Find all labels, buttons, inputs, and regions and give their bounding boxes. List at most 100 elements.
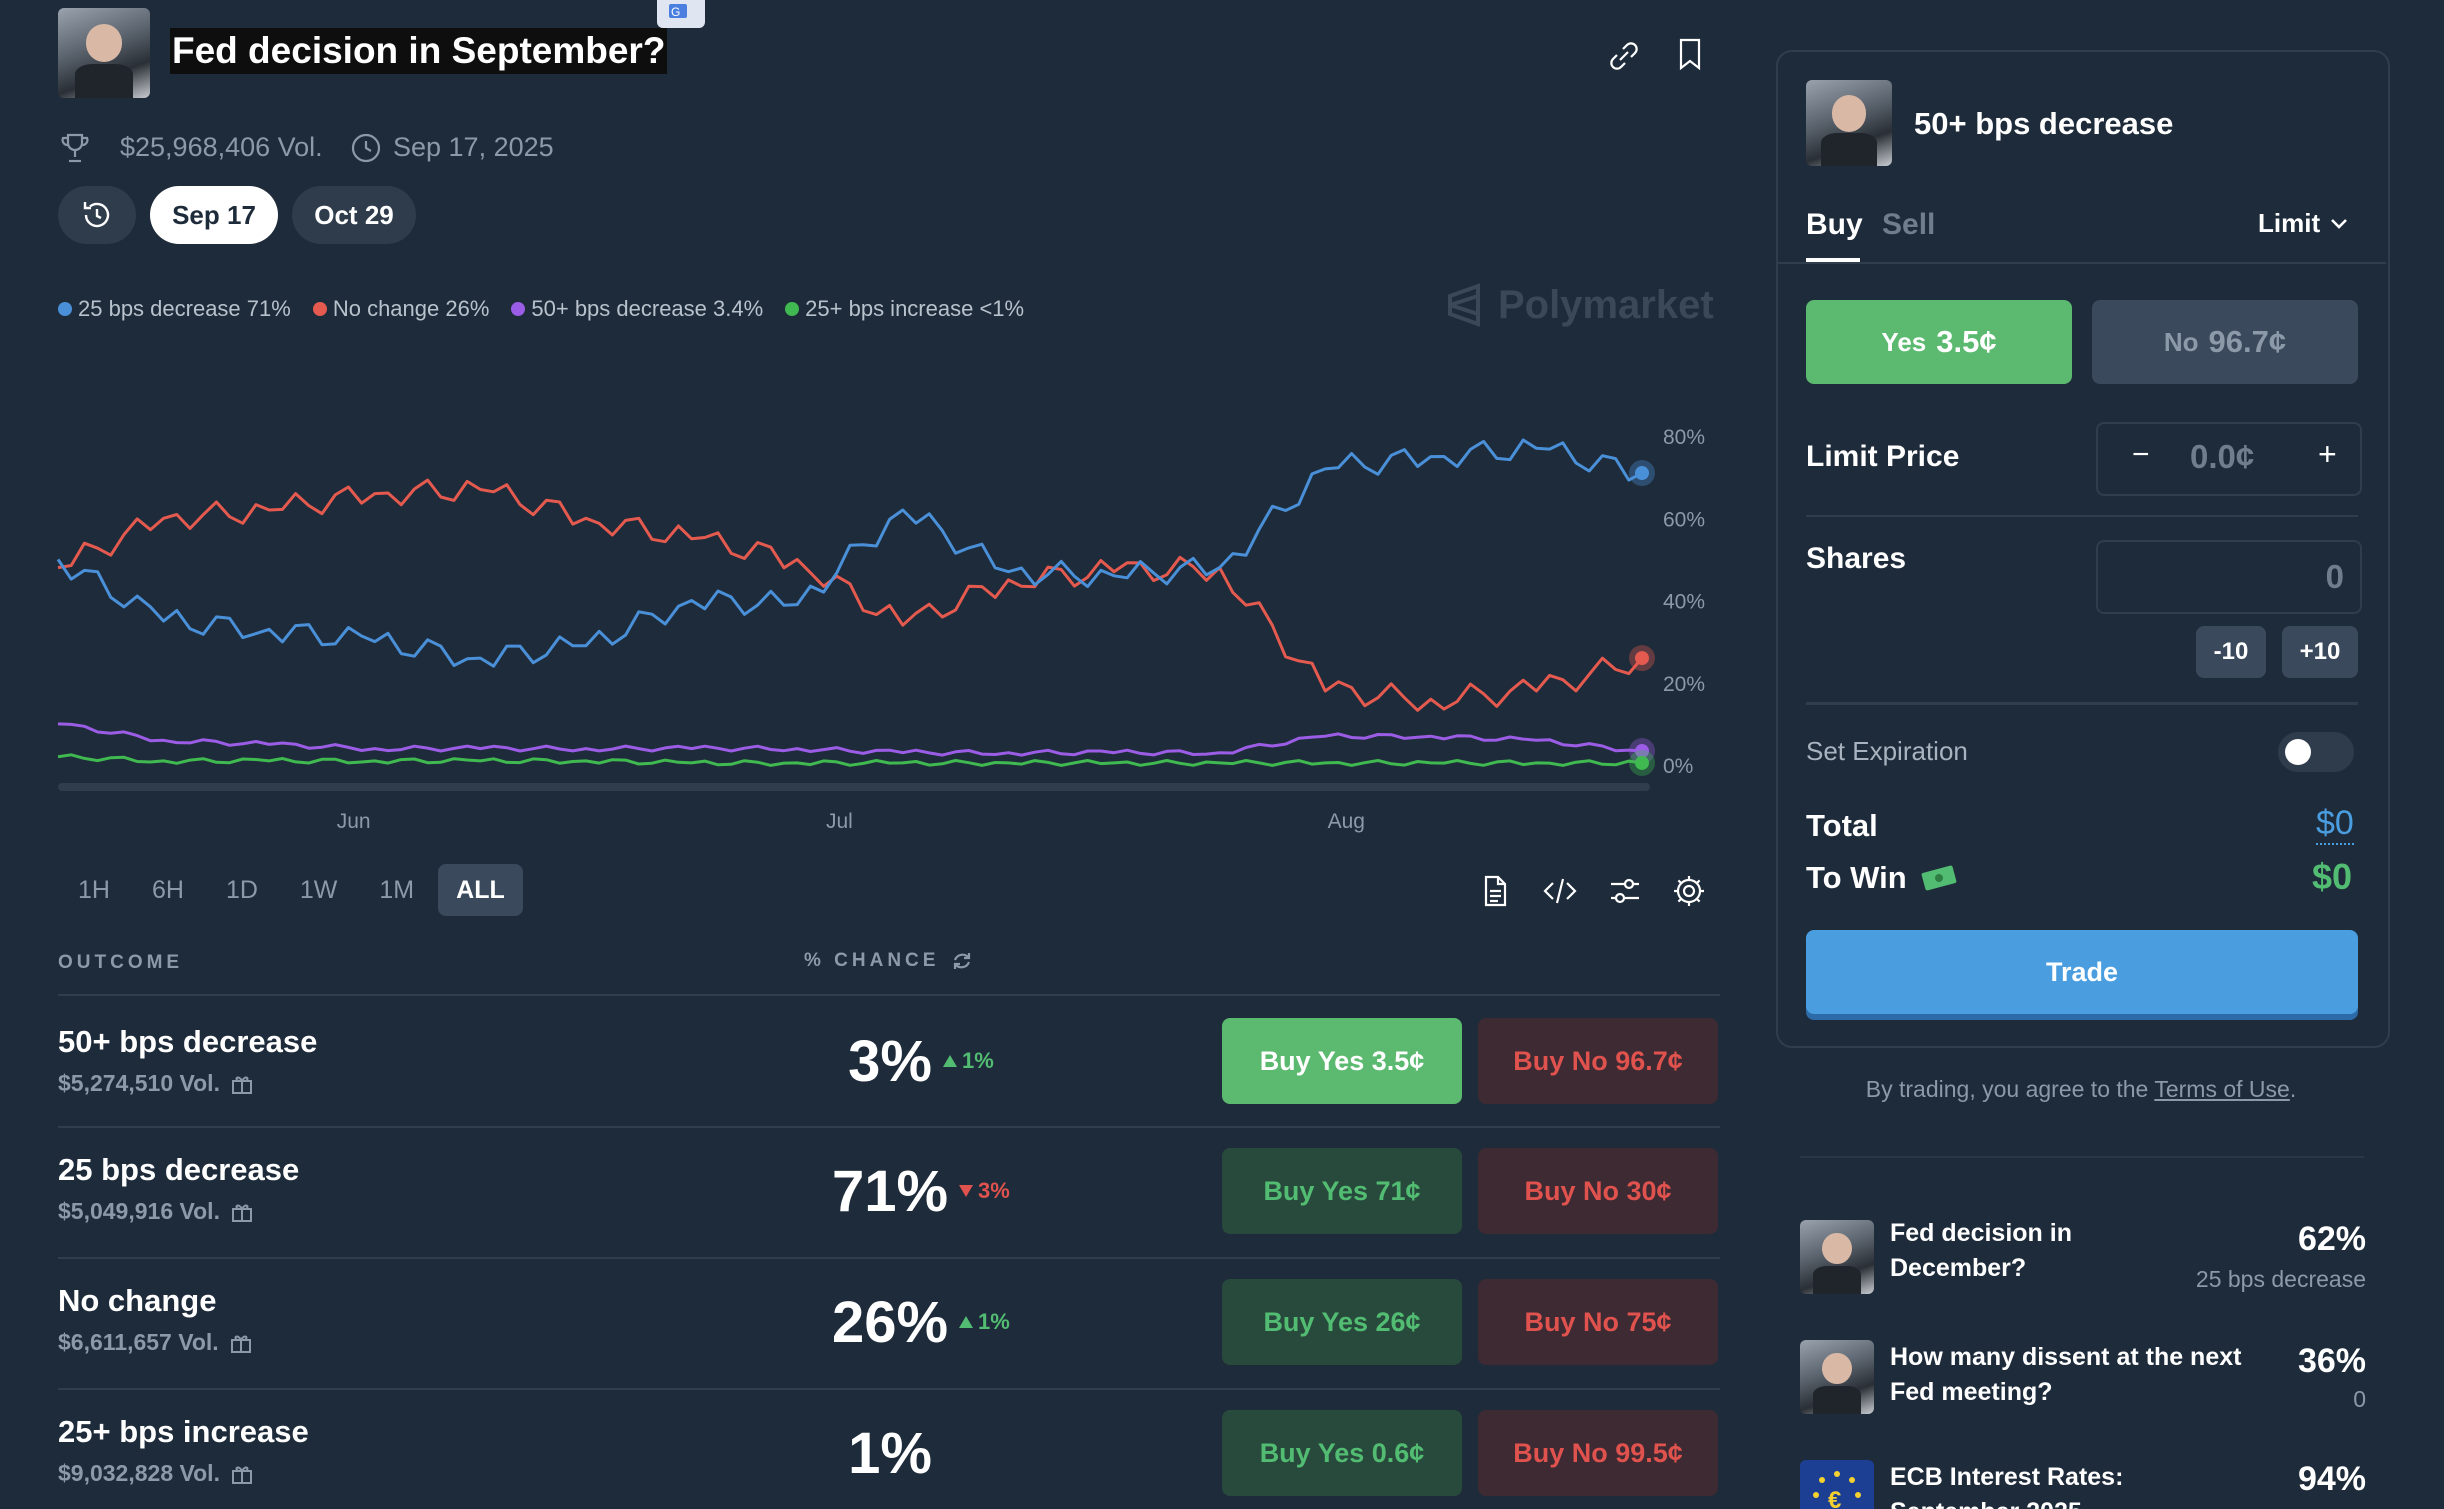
x-tick-label: Jun bbox=[337, 810, 371, 833]
related-market-chance: 36% bbox=[2297, 1342, 2366, 1380]
price-chart[interactable]: 80% 60% 40% 20% 0% Jun Jul Aug bbox=[0, 380, 1720, 840]
clock-icon bbox=[350, 132, 382, 164]
to-win-row: To Win bbox=[1806, 860, 1957, 896]
link-icon[interactable] bbox=[1606, 38, 1642, 74]
shares-input[interactable]: 0 bbox=[2096, 540, 2362, 614]
divider bbox=[58, 1126, 1720, 1128]
column-header-chance: % CHANCE bbox=[804, 950, 973, 972]
related-market[interactable]: How many dissent at the next Fed meeting… bbox=[1800, 1336, 2366, 1426]
outcome-row[interactable]: 50+ bps decrease $5,274,510 Vol. 3% 1% B… bbox=[0, 996, 1720, 1126]
divider bbox=[58, 994, 1720, 996]
outcome-no-button[interactable]: No 96.7¢ bbox=[2092, 300, 2358, 384]
chart-legend: 25 bps decrease 71% No change 26% 50+ bp… bbox=[58, 296, 1024, 322]
market-avatar bbox=[58, 8, 150, 98]
trade-outcome-title: 50+ bps decrease bbox=[1914, 106, 2174, 141]
outcome-chance: 71% bbox=[831, 1159, 949, 1224]
x-tick-label: Aug bbox=[1328, 810, 1365, 833]
gift-icon bbox=[231, 1076, 252, 1094]
buy-yes-button[interactable]: Buy Yes 0.6¢ bbox=[1222, 1410, 1462, 1496]
terms-of-use-link[interactable]: Terms of Use bbox=[2154, 1076, 2290, 1102]
related-market-outcome: 25 bps decrease bbox=[2195, 1266, 2366, 1292]
terms-text: By trading, you agree to the Terms of Us… bbox=[1865, 1076, 2297, 1102]
outcome-chance: 3% bbox=[848, 1029, 932, 1094]
decrement-button[interactable]: − bbox=[2132, 438, 2150, 471]
sliders-icon[interactable] bbox=[1608, 874, 1642, 908]
buy-no-button[interactable]: Buy No 75¢ bbox=[1478, 1279, 1718, 1365]
time-range-selector: 1H 6H 1D 1W 1M ALL bbox=[60, 864, 523, 916]
limit-price-stepper[interactable]: − 0.0¢ + bbox=[2096, 422, 2362, 496]
outcome-row[interactable]: 25+ bps increase $9,032,828 Vol. 1% Buy … bbox=[0, 1390, 1720, 1509]
history-button[interactable] bbox=[58, 186, 136, 244]
market-volume: $25,968,406 Vol. bbox=[120, 132, 323, 162]
plus-10-button[interactable]: +10 bbox=[2282, 626, 2358, 678]
buy-yes-button[interactable]: Buy Yes 26¢ bbox=[1222, 1279, 1462, 1365]
outcome-volume: $9,032,828 Vol. bbox=[58, 1460, 254, 1487]
chance-delta: 1% bbox=[958, 1309, 1010, 1335]
outcome-volume: $5,049,916 Vol. bbox=[58, 1198, 254, 1225]
y-tick-label: 60% bbox=[1663, 508, 1705, 531]
document-icon[interactable] bbox=[1478, 874, 1512, 908]
series-line bbox=[57, 722, 1643, 757]
series-endpoint bbox=[1635, 651, 1649, 666]
date-tab-oct-29[interactable]: Oct 29 bbox=[292, 186, 416, 244]
related-market-outcome: 0 bbox=[2353, 1386, 2366, 1412]
related-market-chance: 62% bbox=[2297, 1220, 2366, 1258]
outcome-row[interactable]: 25 bps decrease $5,049,916 Vol. 71% 3% B… bbox=[0, 1128, 1720, 1258]
limit-price-label: Limit Price bbox=[1806, 440, 1960, 473]
related-market[interactable]: Fed decision in December? 62% 25 bps dec… bbox=[1800, 1216, 2366, 1306]
related-market-avatar bbox=[1800, 1220, 1874, 1294]
market-title: Fed decision in September? bbox=[170, 28, 668, 74]
range-1w[interactable]: 1W bbox=[299, 875, 338, 904]
range-6h[interactable]: 6H bbox=[151, 875, 184, 904]
market-end-date: Sep 17, 2025 bbox=[393, 132, 554, 162]
buy-no-button[interactable]: Buy No 99.5¢ bbox=[1478, 1410, 1718, 1496]
buy-yes-button[interactable]: Buy Yes 3.5¢ bbox=[1222, 1018, 1462, 1104]
divider bbox=[1806, 702, 2358, 705]
range-1m[interactable]: 1M bbox=[379, 875, 415, 904]
related-market[interactable]: € ECB Interest Rates: September 2025 94% bbox=[1800, 1456, 2366, 1509]
buy-no-button[interactable]: Buy No 30¢ bbox=[1478, 1148, 1718, 1234]
refresh-icon[interactable] bbox=[951, 950, 973, 972]
outcome-volume: $5,274,510 Vol. bbox=[58, 1070, 254, 1097]
money-icon bbox=[1921, 865, 1957, 891]
gift-icon bbox=[231, 1466, 252, 1484]
series-line bbox=[57, 478, 1644, 712]
buy-yes-button[interactable]: Buy Yes 71¢ bbox=[1222, 1148, 1462, 1234]
y-tick-label: 20% bbox=[1663, 673, 1705, 696]
expiration-toggle[interactable] bbox=[2278, 732, 2354, 772]
divider bbox=[1776, 262, 2386, 264]
tab-sell[interactable]: Sell bbox=[1882, 208, 1936, 241]
polymarket-watermark: Polymarket bbox=[1444, 282, 1714, 328]
range-1d[interactable]: 1D bbox=[225, 875, 258, 904]
svg-text:G: G bbox=[671, 5, 680, 19]
chart-scrollbar[interactable] bbox=[58, 783, 1650, 791]
embed-code-icon[interactable] bbox=[1542, 874, 1578, 908]
gift-icon bbox=[231, 1204, 252, 1222]
outcome-chance: 26% bbox=[831, 1290, 949, 1355]
bookmark-icon[interactable] bbox=[1674, 36, 1706, 74]
related-market-title: How many dissent at the next Fed meeting… bbox=[1890, 1343, 2242, 1406]
range-1h[interactable]: 1H bbox=[78, 875, 110, 904]
y-tick-label: 80% bbox=[1663, 426, 1705, 449]
trade-button[interactable]: Trade bbox=[1806, 930, 2358, 1014]
date-tab-sep-17[interactable]: Sep 17 bbox=[150, 186, 278, 244]
order-type-dropdown[interactable]: Limit bbox=[2258, 208, 2348, 239]
increment-button[interactable]: + bbox=[2318, 436, 2337, 472]
buy-no-button[interactable]: Buy No 96.7¢ bbox=[1478, 1018, 1718, 1104]
x-tick-label: Jul bbox=[826, 810, 853, 833]
legend-item: 50+ bps decrease 3.4% bbox=[511, 296, 763, 322]
divider bbox=[1806, 515, 2358, 517]
y-tick-label: 40% bbox=[1663, 591, 1705, 614]
outcome-row[interactable]: No change $6,611,657 Vol. 26% 1% Buy Yes… bbox=[0, 1259, 1720, 1389]
range-all[interactable]: ALL bbox=[438, 864, 523, 916]
outcome-yes-button[interactable]: Yes 3.5¢ bbox=[1806, 300, 2072, 384]
limit-price-value[interactable]: 0.0¢ bbox=[2190, 438, 2255, 475]
settings-gear-icon[interactable] bbox=[1672, 874, 1706, 908]
translate-icon[interactable]: G bbox=[657, 0, 705, 28]
tab-buy[interactable]: Buy bbox=[1806, 208, 1863, 241]
outcome-name: No change bbox=[58, 1283, 217, 1318]
minus-10-button[interactable]: -10 bbox=[2196, 626, 2266, 678]
arrow-up-icon bbox=[943, 1055, 957, 1067]
series-endpoint bbox=[1635, 744, 1649, 759]
series-endpoint bbox=[1635, 466, 1649, 481]
